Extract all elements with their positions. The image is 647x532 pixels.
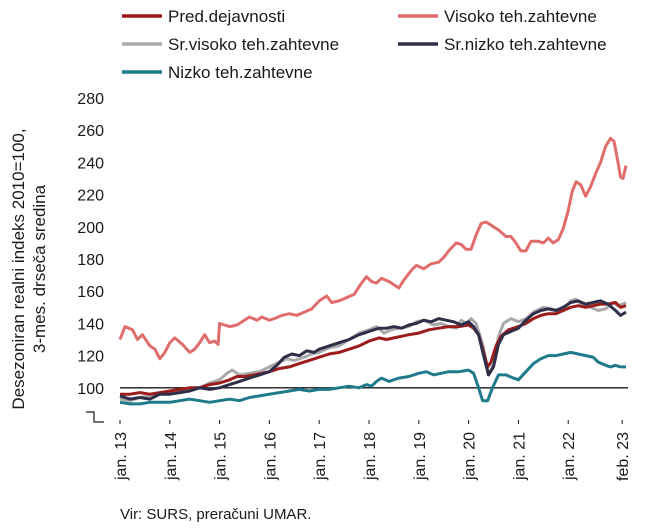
- y-axis: 100 120 140 160 180 200 220 240 260 280: [77, 91, 104, 423]
- series-line-sr-nizko-teh-zahtevne: [119, 299, 627, 401]
- y-tick-label: 280: [77, 91, 104, 108]
- y-tick-label: 100: [77, 381, 104, 398]
- x-tick-label: jan. 22: [561, 432, 578, 481]
- x-tick-label: jan. 16: [262, 432, 279, 481]
- legend-label: Visoko teh.zahtevne: [444, 7, 597, 26]
- legend-label: Sr.nizko teh.zahtevne: [444, 35, 607, 54]
- y-tick-label: 160: [77, 284, 104, 301]
- y-tick-label: 140: [77, 316, 104, 333]
- y-tick-label: 220: [77, 188, 104, 205]
- x-tick-label: jan. 17: [312, 432, 329, 481]
- x-tick-label: jan. 21: [511, 432, 528, 481]
- y-tick-label: 180: [77, 252, 104, 269]
- x-axis: jan. 13 jan. 14 jan. 15 jan. 16 jan. 17 jan. …: [113, 420, 632, 481]
- y-axis-title-line: 3-mes. drseča sredina: [30, 184, 49, 353]
- y-tick-label: 120: [77, 349, 104, 366]
- y-tick-label: 200: [77, 220, 104, 237]
- legend-label: Nizko teh.zahtevne: [168, 63, 313, 82]
- source-note: Vir: SURS, preračuni UMAR.: [120, 506, 312, 523]
- series-line-visoko-teh-zahtevne: [118, 136, 628, 361]
- x-tick-label: jan. 15: [213, 432, 230, 481]
- legend-label: Pred.dejavnosti: [168, 7, 285, 26]
- x-tick-label: jan. 20: [462, 432, 479, 481]
- y-tick-label: 260: [77, 123, 104, 140]
- x-tick-label: feb. 23: [615, 432, 632, 481]
- y-tick-label: 240: [77, 155, 104, 172]
- x-tick-label: jan. 14: [163, 432, 180, 481]
- axis-break-mark: [86, 411, 104, 423]
- x-tick-label: jan. 13: [113, 432, 130, 481]
- legend: Pred.dejavnosti Visoko teh.zahtevne Sr.vis…: [122, 7, 607, 82]
- series-line-nizko-teh-zahtevne: [119, 350, 626, 406]
- x-tick-label: jan. 18: [362, 432, 379, 481]
- x-tick-label: jan. 19: [412, 432, 429, 481]
- y-axis-title: Desezoniran realni indeks 2010=100, 3-mes…: [9, 128, 49, 409]
- plot-area: [118, 136, 628, 406]
- series-line-pred-dejavnosti: [120, 301, 627, 396]
- y-axis-title-line: Desezoniran realni indeks 2010=100,: [9, 128, 28, 409]
- legend-label: Sr.visoko teh.zahtevne: [168, 35, 339, 54]
